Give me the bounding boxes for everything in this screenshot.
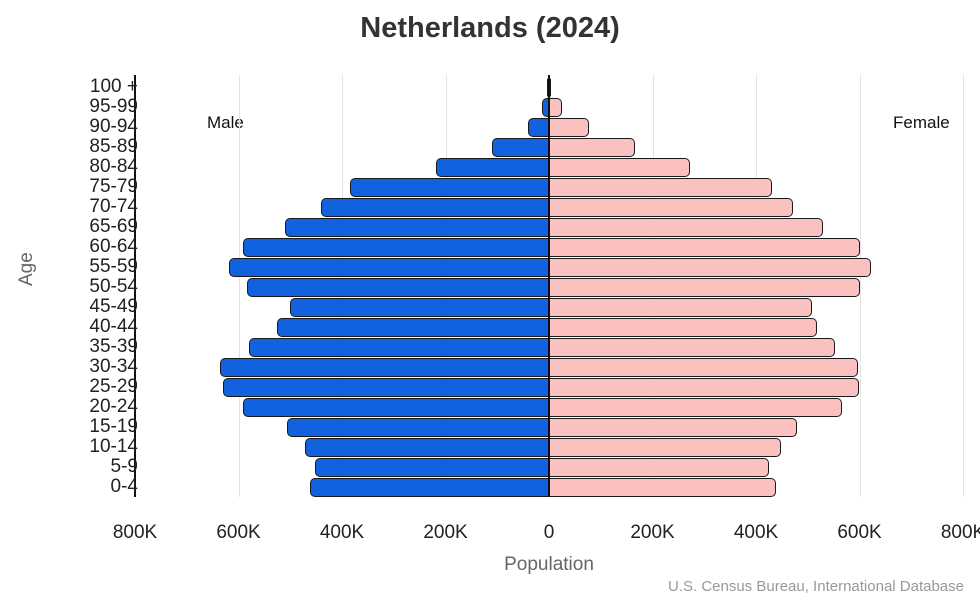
female-bar <box>549 278 861 297</box>
female-bar <box>549 418 797 437</box>
age-group-label: 100 + <box>89 76 138 97</box>
male-bar <box>349 178 549 197</box>
age-group-label: 55-59 <box>89 256 138 277</box>
male-bar <box>276 318 549 337</box>
female-bar <box>549 318 818 337</box>
male-bar <box>243 238 549 257</box>
age-group-label: 10-14 <box>89 436 138 457</box>
age-group-label: 50-54 <box>89 276 138 297</box>
x-tick-label: 600K <box>216 522 261 543</box>
male-bar <box>285 218 549 237</box>
male-bar <box>491 138 549 157</box>
female-bar <box>549 218 824 237</box>
male-bar <box>243 398 549 417</box>
male-bar <box>315 458 549 477</box>
x-tick-label: 800K <box>940 522 980 543</box>
female-bar <box>549 198 793 217</box>
male-bar <box>528 118 549 137</box>
female-bar <box>549 478 777 497</box>
male-bar <box>290 298 549 317</box>
chart-title: Netherlands (2024) <box>360 12 620 44</box>
female-bar <box>549 178 773 197</box>
gridline <box>238 75 240 497</box>
y-axis-line <box>134 75 136 497</box>
age-group-label: 90-94 <box>89 116 138 137</box>
female-label: Female <box>893 113 950 132</box>
male-bar <box>321 198 549 217</box>
age-group-label: 85-89 <box>89 136 138 157</box>
x-tick-label: 200K <box>423 522 468 543</box>
source-caption: U.S. Census Bureau, International Databa… <box>667 578 964 595</box>
age-group-label: 5-9 <box>110 456 138 477</box>
female-bar <box>549 458 769 477</box>
age-group-label: 60-64 <box>89 236 138 257</box>
male-bar <box>219 358 549 377</box>
center-axis-line <box>548 75 550 497</box>
x-tick-label: 600K <box>837 522 882 543</box>
male-bar <box>542 98 549 117</box>
male-bar <box>436 158 549 177</box>
age-group-label: 25-29 <box>89 376 138 397</box>
age-group-label: 80-84 <box>89 156 138 177</box>
age-group-label: 0-4 <box>110 476 138 497</box>
x-tick-label: 200K <box>630 522 675 543</box>
female-bar <box>549 258 871 277</box>
female-bar <box>549 338 836 357</box>
male-bar <box>287 418 549 437</box>
gridline <box>963 75 964 497</box>
age-group-label: 35-39 <box>89 336 138 357</box>
male-bar <box>246 278 549 297</box>
x-tick-label: 0 <box>543 522 555 543</box>
female-bar <box>549 138 635 157</box>
male-bar <box>248 338 549 357</box>
x-tick-label: 800K <box>112 522 158 543</box>
age-group-label: 70-74 <box>89 196 138 217</box>
age-group-label: 20-24 <box>89 396 138 417</box>
x-tick-label: 400K <box>319 522 365 543</box>
female-bar <box>549 118 589 137</box>
female-bar <box>549 358 858 377</box>
male-label: Male <box>207 113 244 132</box>
male-bar <box>222 378 549 397</box>
female-bar <box>549 378 859 397</box>
age-group-label: 30-34 <box>89 356 138 377</box>
x-axis-title: Population <box>504 554 594 575</box>
age-group-label: 45-49 <box>89 296 138 317</box>
age-group-label: 95-99 <box>89 96 138 117</box>
male-bar <box>229 258 549 277</box>
female-bar <box>549 98 562 117</box>
female-bar <box>549 298 812 317</box>
age-group-label: 65-69 <box>89 216 138 237</box>
x-tick-label: 400K <box>733 522 779 543</box>
male-bar <box>305 438 549 457</box>
female-bar <box>549 438 781 457</box>
age-group-label: 40-44 <box>89 316 138 337</box>
female-bar <box>549 238 861 257</box>
male-bar <box>309 478 549 497</box>
age-group-label: 75-79 <box>89 176 138 197</box>
age-group-label: 15-19 <box>89 416 138 437</box>
female-bar <box>549 398 842 417</box>
female-bar <box>549 78 551 97</box>
female-bar <box>549 158 690 177</box>
